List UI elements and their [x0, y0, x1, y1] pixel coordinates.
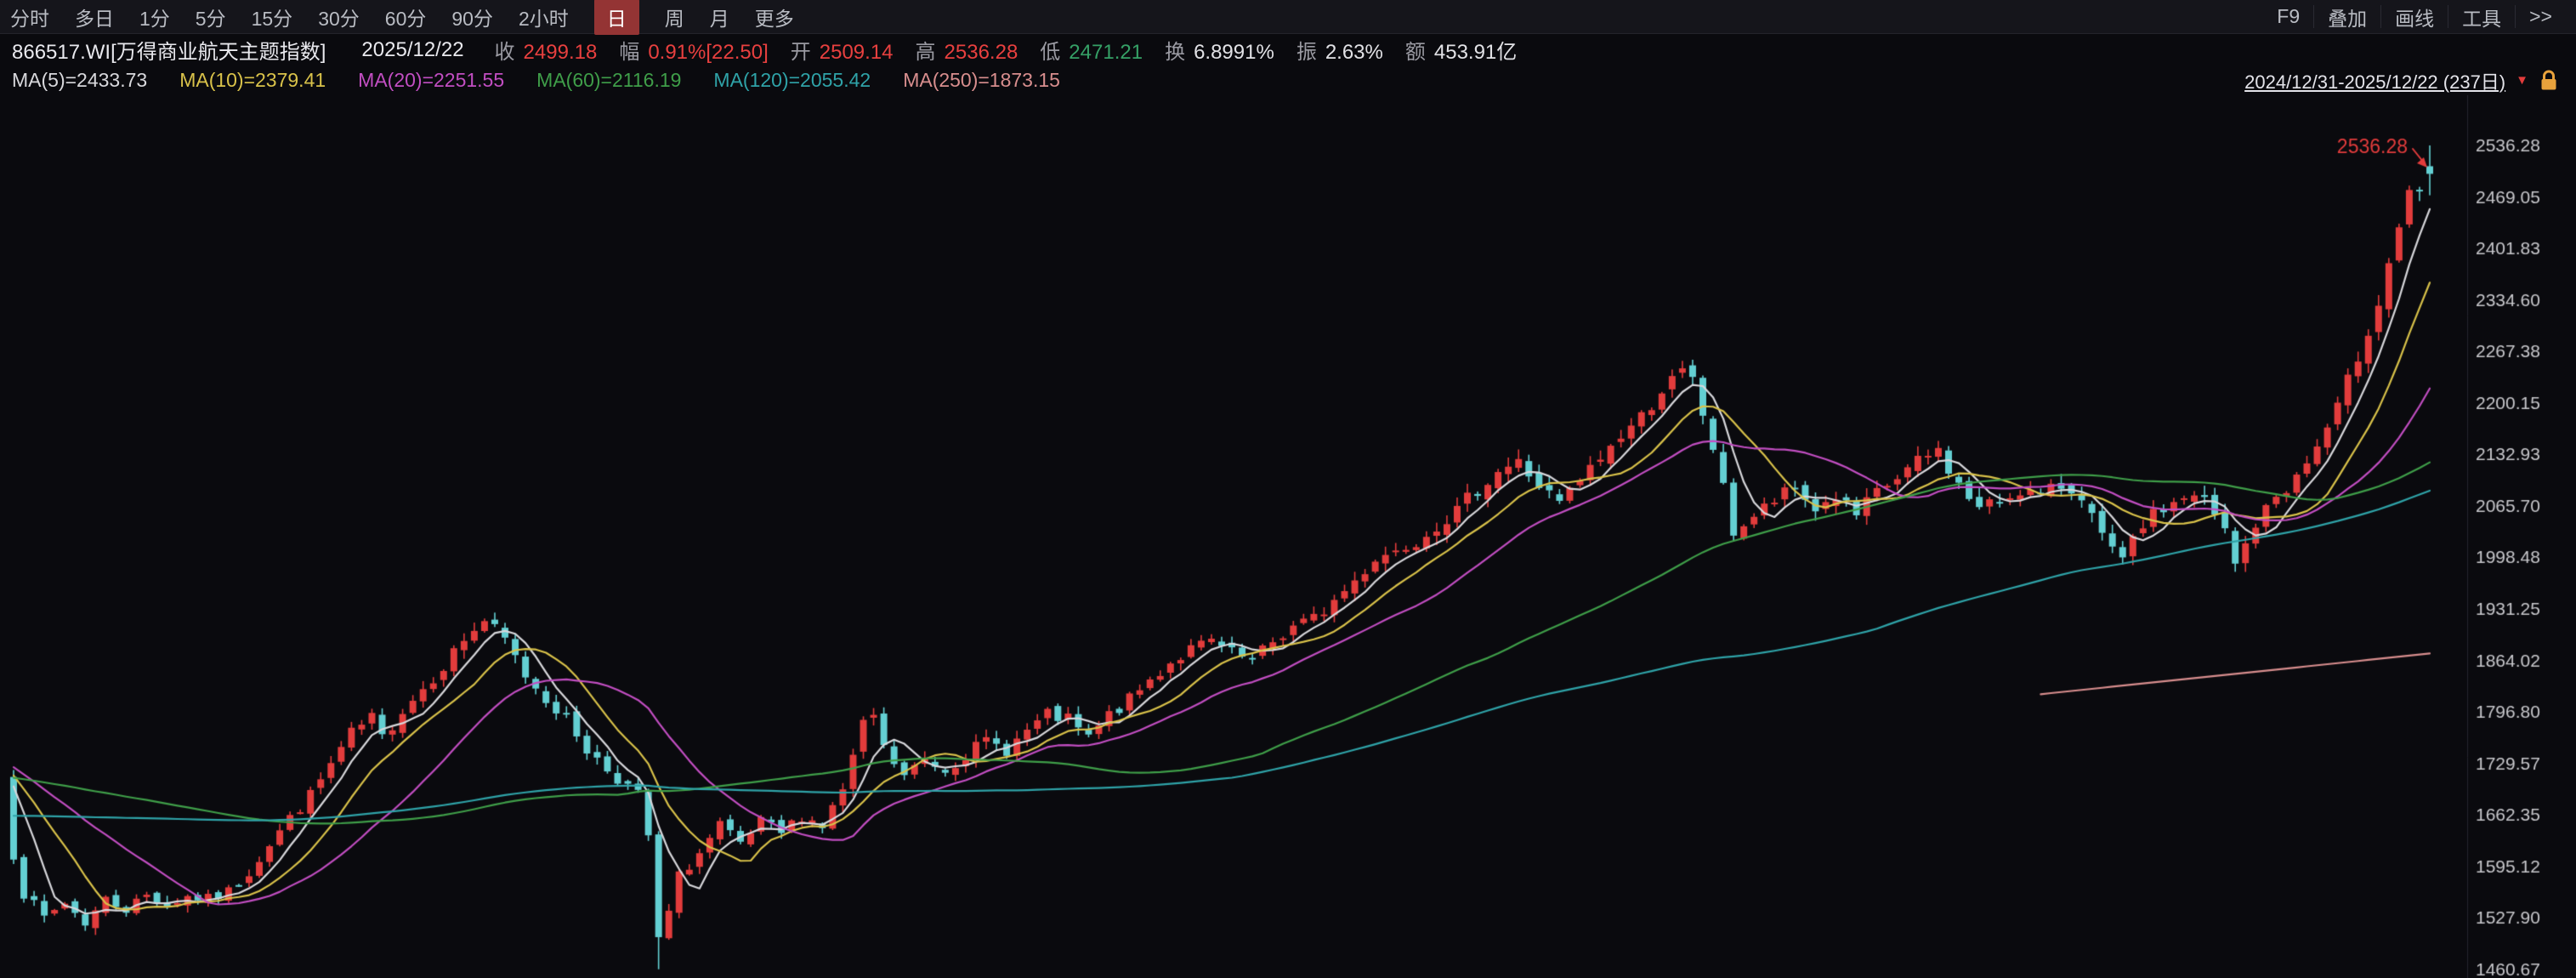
period-tab-15分[interactable]: 15分	[251, 7, 293, 30]
period-tab-更多[interactable]: 更多	[754, 7, 794, 30]
quote-field-label: 振	[1296, 41, 1317, 64]
period-tab-日[interactable]: 日	[593, 0, 639, 35]
draw-line-button[interactable]: 画线	[2380, 4, 2448, 30]
quote-field-label: 开	[790, 41, 811, 64]
ma-value-3: MA(60)=2116.19	[536, 69, 682, 91]
ma-value-4: MA(120)=2055.42	[713, 69, 871, 91]
toolbar-right: F9 叠加 画线 工具 >>	[2263, 0, 2566, 33]
quote-date: 2025/12/22	[361, 37, 464, 61]
collapse-triangle-icon[interactable]: ▼	[2516, 73, 2528, 88]
quote-field-低: 低 2471.21	[1040, 41, 1143, 64]
quote-field-value: 6.8991%	[1194, 41, 1274, 64]
ma-value-2: MA(20)=2251.55	[358, 69, 505, 91]
quote-field-value: 0.91%[22.50]	[648, 41, 769, 64]
tools-button[interactable]: 工具	[2448, 4, 2515, 30]
period-tab-周[interactable]: 周	[664, 7, 684, 30]
quote-field-label: 换	[1165, 41, 1186, 64]
ma-bar: MA(5)=2433.73 MA(10)=2379.41 MA(20)=2251.5…	[0, 65, 2576, 95]
period-tab-60分[interactable]: 60分	[384, 7, 427, 30]
quote-field-振: 振 2.63%	[1297, 41, 1383, 64]
lock-icon[interactable]	[2539, 69, 2559, 92]
ma-values: MA(5)=2433.73 MA(10)=2379.41 MA(20)=2251.5…	[12, 69, 1092, 92]
period-tab-多日[interactable]: 多日	[75, 7, 114, 30]
overlay-button[interactable]: 叠加	[2313, 4, 2380, 30]
ma-value-0: MA(5)=2433.73	[12, 69, 148, 91]
period-tab-5分[interactable]: 5分	[195, 7, 226, 30]
quote-field-额: 额 453.91亿	[1405, 41, 1517, 64]
period-tab-月[interactable]: 月	[709, 7, 729, 30]
symbol-name: 866517.WI[万得商业航天主题指数]	[12, 41, 326, 64]
period-tab-分时[interactable]: 分时	[10, 7, 49, 30]
quote-field-value: 453.91亿	[1433, 41, 1518, 64]
quote-field-value: 2509.14	[819, 41, 894, 64]
quote-field-label: 额	[1404, 41, 1426, 64]
period-tab-30分[interactable]: 30分	[318, 7, 360, 30]
expand-button[interactable]: >>	[2515, 4, 2566, 29]
quote-field-开: 开 2509.14	[791, 41, 894, 64]
quote-bar: 866517.WI[万得商业航天主题指数] 2025/12/22 收 2499.1…	[0, 34, 2576, 65]
quote-field-value: 2499.18	[523, 41, 598, 64]
quote-field-label: 幅	[619, 41, 640, 64]
period-tab-2小时[interactable]: 2小时	[518, 7, 569, 30]
ma-value-1: MA(10)=2379.41	[179, 69, 326, 91]
quote-field-换: 换 6.8991%	[1165, 41, 1274, 64]
range-controls: 2024/12/31-2025/12/22 (237日) ▼	[2244, 67, 2564, 94]
quote-field-label: 收	[494, 41, 515, 64]
quote-field-高: 高 2536.28	[916, 41, 1018, 64]
date-range-label[interactable]: 2024/12/31-2025/12/22 (237日)	[2244, 71, 2506, 93]
quote-field-label: 高	[915, 41, 936, 64]
quote-fields: 收 2499.18 幅 0.91%[22.50] 开 2509.14 高 2536.28 低 24…	[495, 35, 1540, 65]
period-tab-1分[interactable]: 1分	[139, 7, 170, 30]
quote-field-幅: 幅 0.91%[22.50]	[619, 41, 768, 64]
quote-field-value: 2536.28	[944, 41, 1018, 64]
f9-button[interactable]: F9	[2277, 4, 2301, 27]
quote-field-value: 2471.21	[1069, 41, 1143, 64]
quote-field-label: 低	[1040, 41, 1061, 64]
ma-value-5: MA(250)=1873.15	[903, 69, 1060, 91]
quote-field-收: 收 2499.18	[495, 41, 598, 64]
quote-field-value: 2.63%	[1325, 41, 1383, 64]
toolbar: 分时 多日 1分 5分 15分 30分 60分 90分 2小时 日 周 月 更多 F9 叠加 画线 工具 >>	[0, 0, 2576, 35]
period-tabs: 分时 多日 1分 5分 15分 30分 60分 90分 2小时 日 周 月 更多	[10, 0, 794, 35]
period-tab-90分[interactable]: 90分	[451, 7, 493, 30]
